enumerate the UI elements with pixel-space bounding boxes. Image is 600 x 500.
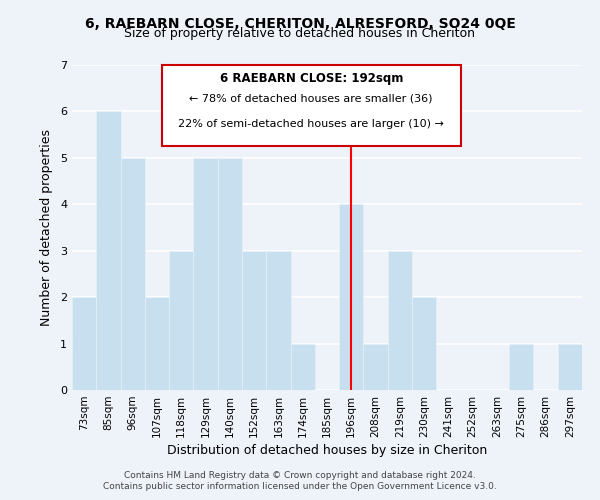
Bar: [266, 250, 290, 390]
X-axis label: Distribution of detached houses by size in Cheriton: Distribution of detached houses by size …: [167, 444, 487, 457]
Bar: [558, 344, 582, 390]
Bar: [290, 344, 315, 390]
Bar: [388, 250, 412, 390]
Bar: [509, 344, 533, 390]
Text: 22% of semi-detached houses are larger (10) →: 22% of semi-detached houses are larger (…: [178, 120, 444, 130]
Text: 6, RAEBARN CLOSE, CHERITON, ALRESFORD, SO24 0QE: 6, RAEBARN CLOSE, CHERITON, ALRESFORD, S…: [85, 18, 515, 32]
Bar: [339, 204, 364, 390]
Bar: [364, 344, 388, 390]
FancyBboxPatch shape: [162, 65, 461, 146]
Text: ← 78% of detached houses are smaller (36): ← 78% of detached houses are smaller (36…: [190, 94, 433, 104]
Bar: [193, 158, 218, 390]
Bar: [96, 112, 121, 390]
Bar: [242, 250, 266, 390]
Text: Size of property relative to detached houses in Cheriton: Size of property relative to detached ho…: [125, 28, 476, 40]
Bar: [218, 158, 242, 390]
Bar: [121, 158, 145, 390]
Bar: [72, 297, 96, 390]
Text: 6 RAEBARN CLOSE: 192sqm: 6 RAEBARN CLOSE: 192sqm: [220, 72, 403, 85]
Bar: [145, 297, 169, 390]
Bar: [169, 250, 193, 390]
Text: Contains public sector information licensed under the Open Government Licence v3: Contains public sector information licen…: [103, 482, 497, 491]
Text: Contains HM Land Registry data © Crown copyright and database right 2024.: Contains HM Land Registry data © Crown c…: [124, 471, 476, 480]
Y-axis label: Number of detached properties: Number of detached properties: [40, 129, 53, 326]
Bar: [412, 297, 436, 390]
